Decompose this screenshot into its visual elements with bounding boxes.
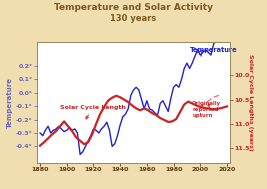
Text: Solar Cycle Length: Solar Cycle Length [60,105,126,119]
Text: Temperature and Solar Activity: Temperature and Solar Activity [54,3,213,12]
Text: 130 years: 130 years [110,14,157,23]
Text: Temperature: Temperature [190,47,237,53]
Y-axis label: Temperature: Temperature [7,77,13,128]
Y-axis label: Solar Cycle Lengths (years): Solar Cycle Lengths (years) [248,54,253,150]
Text: Originally
reported
upturn: Originally reported upturn [192,101,221,118]
